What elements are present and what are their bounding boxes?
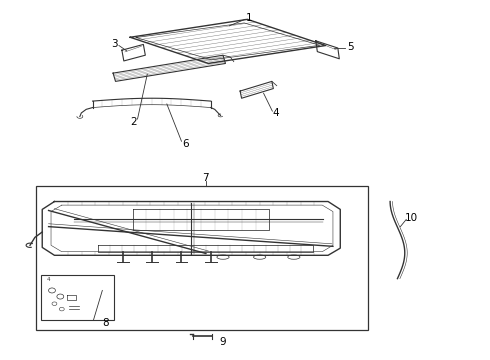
Bar	[36, 186, 368, 330]
Bar	[41, 275, 114, 320]
Text: 8: 8	[102, 319, 109, 328]
Text: 7: 7	[202, 173, 209, 183]
Text: 4: 4	[47, 278, 50, 283]
Text: 10: 10	[405, 213, 417, 222]
Text: 9: 9	[220, 337, 226, 347]
Text: 5: 5	[347, 42, 353, 52]
Text: 4: 4	[272, 108, 279, 118]
Text: 3: 3	[111, 39, 118, 49]
Text: 2: 2	[130, 117, 137, 127]
Text: 6: 6	[182, 139, 189, 149]
Text: 1: 1	[245, 13, 252, 23]
